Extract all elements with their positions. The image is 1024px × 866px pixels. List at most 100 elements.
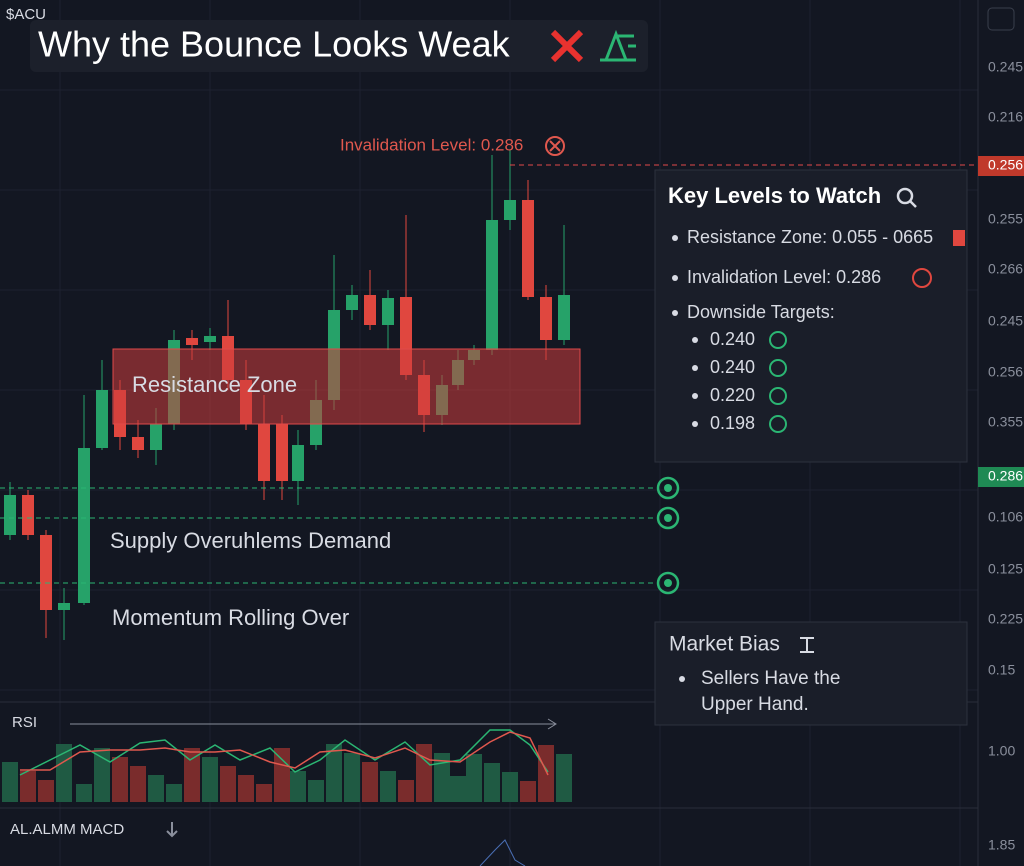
volume-bar (166, 784, 182, 802)
volume-bar (520, 781, 536, 802)
candle-body (204, 336, 216, 342)
candle-body (522, 200, 534, 297)
volume-bar (398, 780, 414, 802)
price-label: 0.106 (988, 509, 1023, 525)
candle-body (186, 338, 198, 345)
volume-bar (308, 780, 324, 802)
volume-bar (202, 757, 218, 802)
candle-body (150, 424, 162, 450)
search-icon[interactable] (896, 187, 917, 208)
volume-bar (326, 744, 342, 802)
volume-bar (256, 784, 272, 802)
volume-bar (94, 748, 110, 802)
price-label: 1.00 (988, 743, 1015, 759)
lock-button[interactable] (987, 7, 1015, 31)
volume-bar (344, 753, 360, 802)
price-label: 0.15 (988, 662, 1015, 678)
zone-label: Resistance Zone (132, 372, 297, 397)
volume-bar (538, 745, 554, 802)
price-label: 0.355 (988, 414, 1023, 430)
candle-body (346, 295, 358, 310)
price-label: 0.245 (988, 313, 1023, 329)
price-label: 0.266 (988, 261, 1023, 277)
candle-body (96, 390, 108, 448)
price-highlight (978, 467, 1024, 487)
market-bias-panel (654, 621, 968, 726)
target-icon (769, 331, 787, 349)
volume-bar (38, 780, 54, 802)
key-level-item: Invalidation Level: 0.286 (687, 267, 881, 287)
target-marker (656, 571, 680, 595)
price-label: 0.286 (988, 468, 1023, 484)
candle-body (258, 424, 270, 481)
signal-line (20, 731, 549, 776)
annotation: Supply Overuhlems Demand (110, 528, 391, 553)
chart-icon (600, 29, 636, 62)
resistance-zone (112, 348, 581, 425)
volume-bar (148, 775, 164, 802)
annotation: Momentum Rolling Over (112, 605, 349, 630)
bullet (672, 310, 678, 316)
price-label: 0.225 (988, 611, 1023, 627)
cancel-icon (545, 136, 565, 156)
bias-text: Upper Hand. (701, 694, 809, 715)
volume-bar (20, 771, 36, 802)
price-label: 0.256 (988, 364, 1023, 380)
target-value: 0.240 (710, 329, 755, 349)
candle-body (58, 603, 70, 610)
collapse-icon[interactable] (166, 822, 178, 838)
x-icon (550, 29, 584, 63)
candle-body (364, 295, 376, 325)
key-level-item: Resistance Zone: 0.055 - 0665 (687, 227, 933, 247)
volume-bar (76, 784, 92, 802)
target-icon (769, 415, 787, 433)
candle-body (276, 424, 288, 481)
invalidation-label: Invalidation Level: 0.286 (340, 135, 523, 154)
price-highlight (978, 156, 1024, 176)
macd-line (479, 839, 526, 866)
panel-title: Market Bias (669, 633, 780, 656)
target-marker (656, 476, 680, 500)
candle-body (132, 437, 144, 450)
candle-body (382, 298, 394, 325)
bullet (692, 393, 698, 399)
volume-bar (220, 766, 236, 802)
price-label: 1.85 (988, 837, 1015, 853)
volume-bar (130, 766, 146, 802)
bullet (692, 365, 698, 371)
candle-body (78, 448, 90, 603)
bullet (679, 676, 685, 682)
volume-bar (484, 763, 500, 802)
candle-body (40, 535, 52, 610)
volume-bar (274, 748, 290, 802)
volume-bar (238, 775, 254, 802)
macd-label: AL.ALMM MACD (10, 821, 124, 838)
volume-bar (434, 753, 450, 802)
price-label: 0.255 (988, 211, 1023, 227)
candle-body (4, 495, 16, 535)
target-marker (656, 506, 680, 530)
candle-body (292, 445, 304, 481)
key-level-item: Downside Targets: (687, 302, 835, 322)
key-levels-panel (654, 169, 968, 463)
indicator-arrow (547, 718, 557, 730)
target-value: 0.198 (710, 413, 755, 433)
volume-bar (112, 757, 128, 802)
volume-bar (416, 744, 432, 802)
bullet (692, 337, 698, 343)
volume-bar (556, 754, 572, 802)
bullet (692, 421, 698, 427)
volume-bar (184, 748, 200, 802)
candle-body (486, 220, 498, 350)
panel-title: Key Levels to Watch (668, 183, 881, 208)
volume-bar (502, 772, 518, 802)
target-value: 0.220 (710, 385, 755, 405)
bullet (672, 275, 678, 281)
target-icon (769, 359, 787, 377)
title: Why the Bounce Looks Weak (38, 24, 511, 65)
price-label: 0.125 (988, 561, 1023, 577)
volume-bar (380, 771, 396, 802)
candle-body (540, 297, 552, 340)
candle-body (22, 495, 34, 535)
